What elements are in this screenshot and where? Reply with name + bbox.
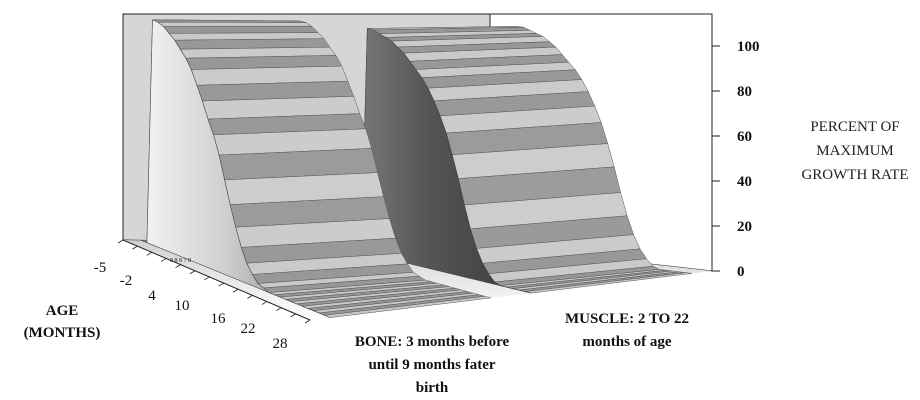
z-tick-label: 0 [737, 264, 745, 280]
x-tick-mark [232, 288, 239, 293]
x-tick-mark [132, 245, 138, 250]
x-tick-mark [218, 282, 224, 287]
z-tick-label: 60 [737, 129, 752, 145]
x-axis-line [122, 239, 311, 321]
series-label-bone: BONE: 3 months before [355, 334, 510, 350]
z-axis-title-line: PERCENT OF [810, 119, 899, 135]
x-tick-mark [247, 295, 253, 299]
z-tick-label: 40 [737, 174, 752, 190]
x-tick-mark [160, 258, 167, 262]
x-minor-tick-text: 8 8 8 7 8 [170, 258, 191, 264]
x-tick-mark [175, 264, 181, 268]
series-label-muscle: MUSCLE: 2 TO 22 [565, 311, 689, 327]
z-tick-label: 80 [737, 84, 752, 100]
series-bone-ribbon-segment [157, 21, 313, 27]
series-bone-ribbon-segment [163, 26, 319, 34]
x-tick-label: -5 [94, 260, 107, 276]
z-tick-label: 20 [737, 219, 752, 235]
x-axis-title-line: (MONTHS) [24, 325, 101, 341]
z-axis-title-line: MAXIMUM [816, 143, 894, 159]
x-tick-label: 28 [273, 336, 288, 352]
x-tick-label: 16 [211, 311, 227, 327]
x-tick-label: 22 [241, 321, 256, 337]
series-label-bone: until 9 months fater [368, 357, 495, 373]
x-tick-mark [290, 313, 296, 318]
z-axis-title-line: GROWTH RATE [801, 167, 908, 183]
labels-layer: 100 80 60 40 20 0 PERCENT OF MAXIMUM GROWTH RATE… [24, 14, 909, 396]
x-tick-label: -2 [120, 273, 133, 289]
x-tick-label: 4 [148, 288, 156, 304]
series-label-muscle: months of age [582, 334, 672, 350]
z-tick-label: 100 [737, 39, 760, 55]
x-tick-mark [146, 251, 152, 256]
x-tick-mark [204, 276, 210, 281]
x-tick-mark [304, 319, 311, 324]
series-layer [141, 19, 692, 318]
x-tick-mark [276, 307, 282, 312]
x-tick-mark [261, 301, 268, 305]
x-tick-label: 10 [175, 298, 190, 314]
x-axis-title-line: AGE [46, 303, 79, 319]
series-bone-front-face [141, 19, 331, 318]
x-tick-mark [189, 270, 196, 275]
x-tick-mark [117, 239, 124, 244]
series-bone [141, 19, 491, 318]
series-label-bone: birth [416, 380, 449, 396]
